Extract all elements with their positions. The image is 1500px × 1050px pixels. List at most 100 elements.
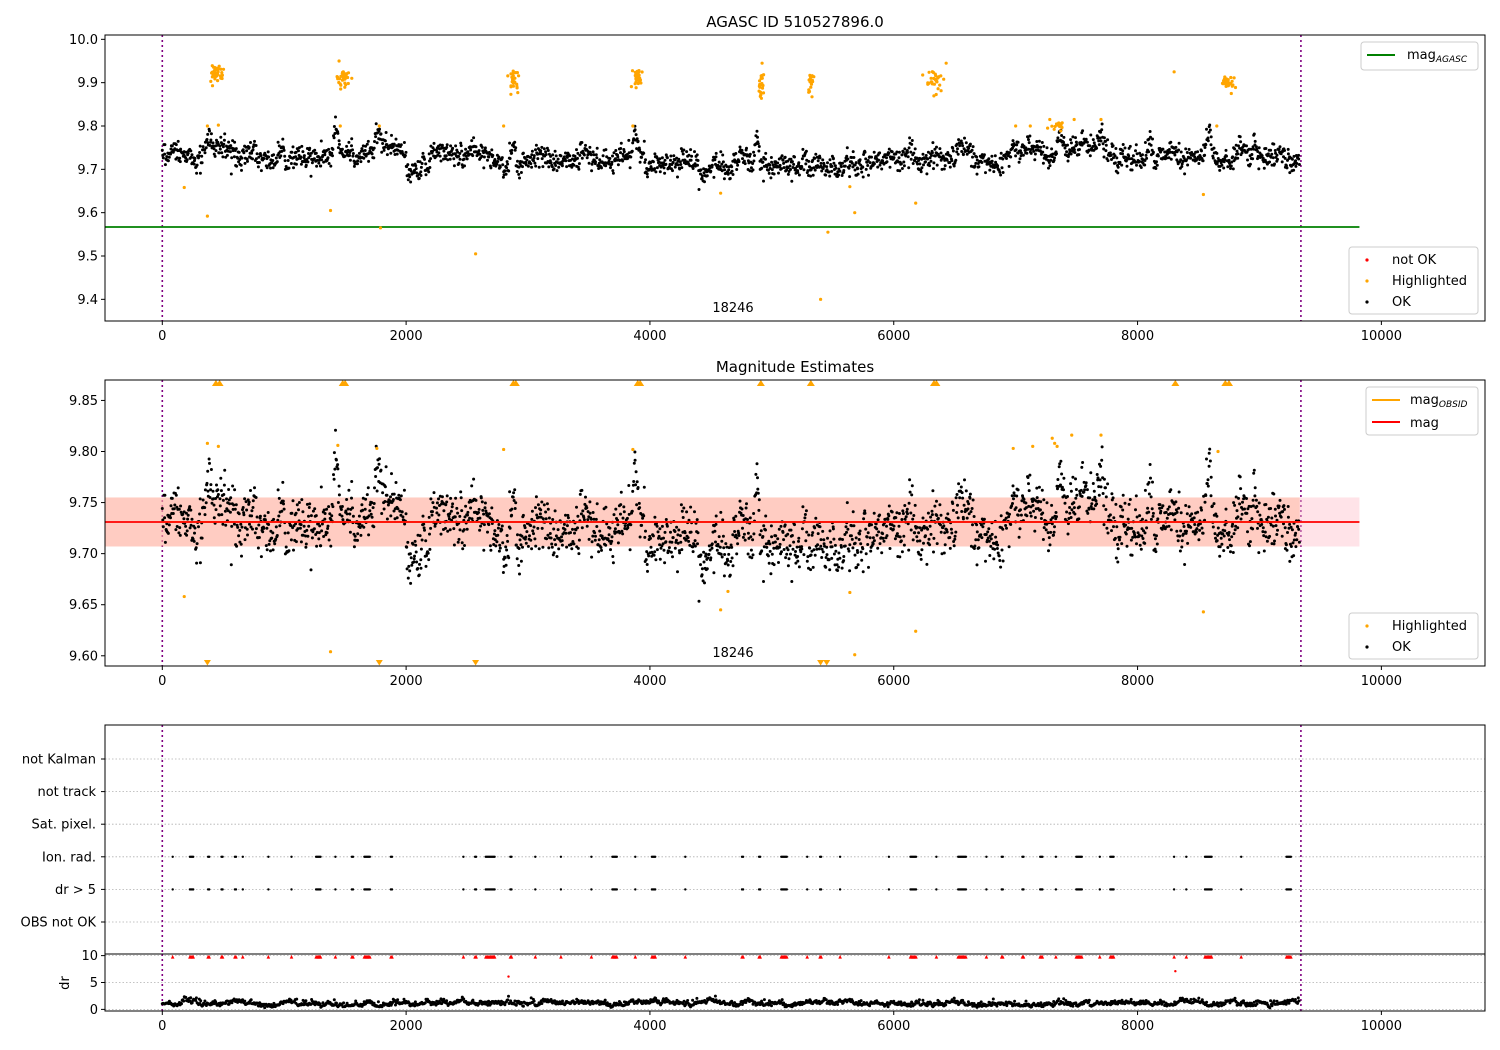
ok-point — [731, 173, 735, 176]
ok-point — [532, 154, 536, 158]
ok-point — [1238, 502, 1242, 506]
ok-point — [215, 483, 218, 487]
ok-point — [212, 503, 216, 507]
highlighted-point — [926, 82, 930, 86]
middle-panel: Magnitude Estimates 0 2000 4000 6000 8000 100… — [69, 358, 1486, 689]
middle-xtick-label: 2000 — [390, 674, 423, 689]
ok-point — [902, 543, 906, 547]
ok-point — [304, 542, 308, 546]
highlighted-point — [1053, 441, 1057, 445]
highlighted-point — [942, 77, 946, 81]
ok-point — [539, 515, 543, 519]
highlighted-point — [1050, 124, 1054, 128]
ok-point — [712, 175, 716, 179]
ok-point — [471, 154, 475, 158]
ok-point — [462, 157, 466, 161]
ok-point — [541, 545, 545, 549]
ok-point — [1102, 147, 1106, 151]
ok-point — [465, 157, 469, 161]
ok-point — [580, 526, 584, 530]
ok-point — [759, 158, 763, 162]
ok-point — [430, 513, 434, 517]
ok-point — [764, 151, 768, 155]
ok-point — [676, 570, 679, 574]
ok-point — [895, 511, 899, 515]
ok-point — [474, 498, 478, 502]
highlighted-point — [819, 297, 823, 301]
ok-point — [239, 163, 243, 167]
ok-point — [353, 534, 357, 538]
ok-point — [580, 156, 584, 160]
ok-point — [312, 527, 316, 531]
ok-point — [178, 160, 182, 164]
ok-point — [358, 522, 362, 526]
ok-point — [751, 168, 755, 172]
ok-point — [1113, 161, 1117, 165]
ok-point — [1216, 157, 1220, 160]
ok-point — [641, 516, 645, 520]
ok-point — [201, 145, 205, 149]
ok-point — [745, 146, 748, 150]
ok-point — [1148, 130, 1152, 133]
ok-point — [651, 160, 655, 164]
ok-point — [179, 147, 183, 151]
highlighted-point — [939, 89, 943, 93]
ok-point — [550, 165, 554, 169]
ok-point — [1212, 146, 1216, 150]
middle-plot-area — [105, 380, 1360, 666]
ok-point — [418, 534, 422, 538]
ok-point — [872, 150, 876, 154]
ok-point — [813, 526, 817, 530]
ok-point — [808, 546, 812, 550]
ok-point — [989, 537, 993, 541]
ok-point — [1130, 553, 1134, 557]
ok-point — [618, 531, 622, 535]
ok-point — [228, 510, 232, 514]
ok-point — [616, 163, 620, 167]
ok-point — [723, 168, 727, 172]
ok-point — [726, 172, 730, 176]
ok-point — [428, 547, 432, 551]
ok-point — [662, 548, 666, 552]
ok-point — [900, 550, 904, 554]
ok-point — [348, 512, 352, 516]
ok-point — [796, 555, 800, 558]
highlighted-point — [640, 70, 644, 74]
ok-point — [660, 524, 664, 528]
ok-point — [1085, 140, 1089, 144]
ok-point — [838, 556, 842, 560]
ok-point — [1186, 163, 1190, 167]
ok-point — [420, 162, 424, 165]
ok-point — [327, 147, 331, 151]
ok-point — [788, 544, 792, 548]
ok-point — [552, 527, 556, 531]
ok-point — [1226, 546, 1230, 549]
ok-point — [727, 552, 731, 556]
middle-title: Magnitude Estimates — [716, 358, 874, 376]
ok-point — [1128, 144, 1132, 148]
ok-point — [1239, 140, 1243, 144]
ok-point — [311, 509, 315, 513]
highlighted-point — [344, 74, 348, 78]
ok-point — [1012, 497, 1015, 501]
ok-point — [908, 490, 912, 494]
ok-point — [748, 152, 752, 156]
ok-point — [1048, 543, 1052, 547]
ok-point — [1027, 138, 1030, 142]
ok-point — [478, 152, 482, 156]
top-plot-area — [105, 35, 1360, 321]
ok-point — [424, 564, 428, 568]
ok-point — [237, 512, 241, 516]
ok-point — [1071, 135, 1075, 139]
ok-point — [804, 149, 808, 153]
ok-point — [1033, 158, 1037, 162]
ok-point — [1050, 155, 1054, 159]
ok-point — [963, 136, 966, 140]
ok-point — [1154, 550, 1158, 554]
ok-point — [1074, 488, 1078, 491]
ok-point — [1099, 139, 1103, 143]
ok-point — [805, 530, 809, 534]
ok-point — [890, 150, 894, 154]
ok-point — [640, 523, 644, 527]
ok-point — [581, 509, 585, 513]
